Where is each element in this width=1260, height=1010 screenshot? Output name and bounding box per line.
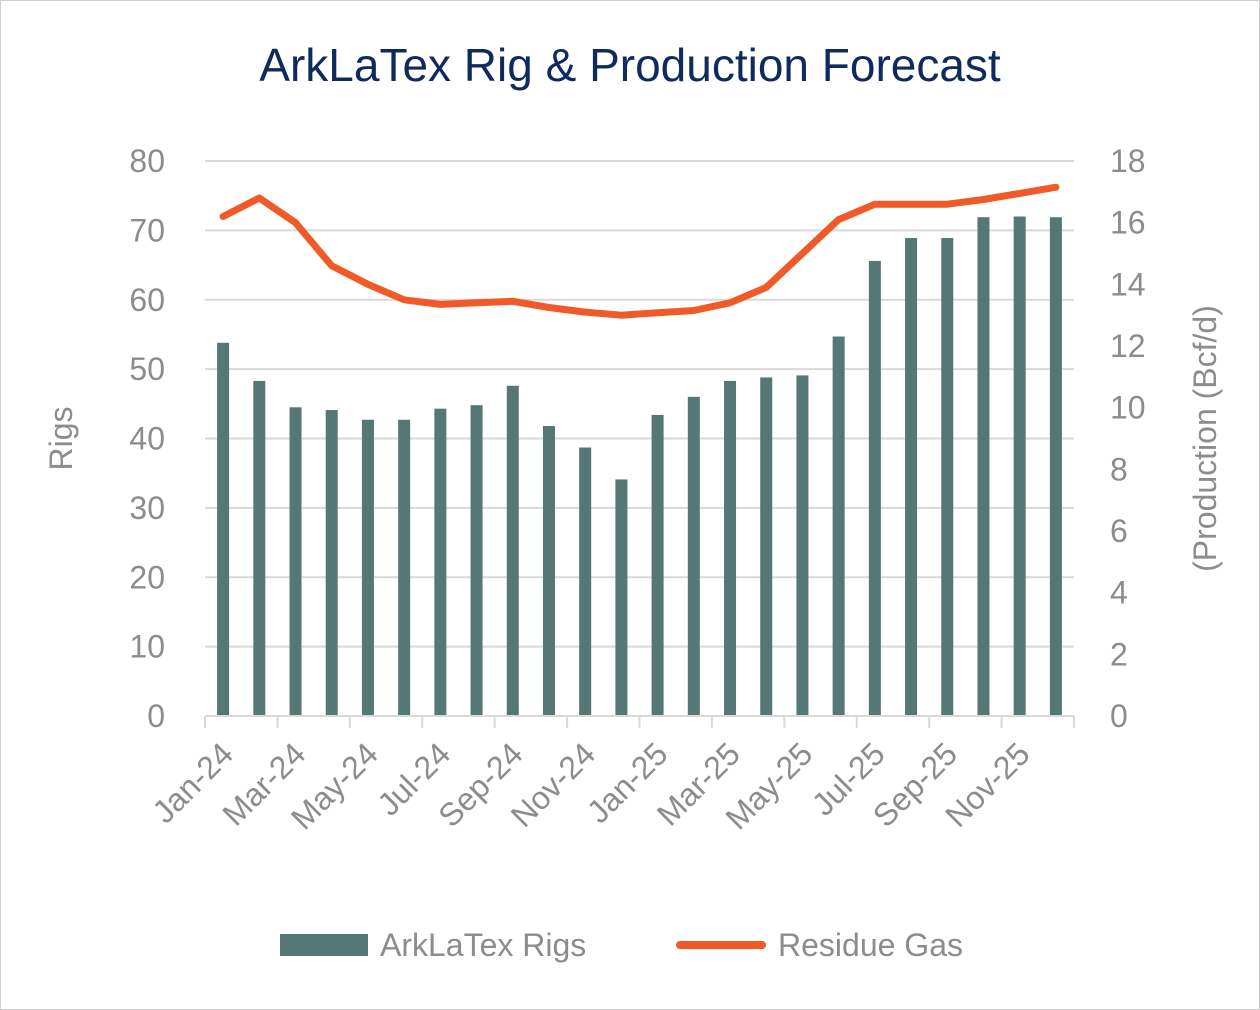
y2-tick-label: 8	[1110, 451, 1128, 487]
y2-tick-label: 0	[1110, 698, 1128, 734]
legend-bar-swatch	[280, 934, 368, 956]
bar	[687, 396, 700, 716]
y-tick-label: 30	[129, 490, 165, 526]
y-axis-title: Rigs	[43, 406, 79, 470]
bar	[1013, 216, 1026, 716]
y-tick-label: 20	[129, 559, 165, 595]
y2-tick-label: 10	[1110, 390, 1146, 426]
bar	[651, 414, 664, 716]
chart-title: ArkLaTex Rig & Production Forecast	[259, 39, 1001, 91]
y2-tick-label: 18	[1110, 143, 1146, 179]
bar	[542, 426, 555, 716]
y2-tick-label: 16	[1110, 205, 1146, 241]
legend-item-rigs: ArkLaTex Rigs	[280, 920, 586, 970]
y-tick-label: 80	[129, 143, 165, 179]
bar	[905, 238, 918, 716]
bar	[760, 377, 773, 716]
legend-item-gas: Residue Gas	[676, 920, 963, 970]
y-tick-label: 50	[129, 351, 165, 387]
bar	[941, 238, 954, 716]
bar	[868, 260, 881, 716]
bar	[506, 385, 519, 716]
y-tick-label: 10	[129, 629, 165, 665]
y2-tick-label: 2	[1110, 636, 1128, 672]
gridlines	[205, 160, 1074, 648]
bar	[615, 479, 628, 716]
bar-series	[217, 216, 1062, 716]
bar	[361, 419, 374, 716]
bar	[217, 342, 230, 716]
bar	[325, 410, 338, 716]
bar	[470, 405, 483, 716]
y-tick-label: 70	[129, 212, 165, 248]
bar	[1049, 217, 1062, 716]
axes	[204, 715, 1075, 728]
y2-tick-label: 12	[1110, 328, 1146, 364]
y2-tick-label: 4	[1110, 575, 1128, 611]
bar	[796, 375, 809, 716]
line-series	[219, 183, 1060, 319]
bar	[434, 408, 447, 716]
residue-gas-line	[219, 183, 1060, 319]
y2-axis-title: (Production (Bcf/d)	[1187, 305, 1223, 572]
bar	[977, 217, 990, 716]
y-tick-label: 0	[147, 698, 165, 734]
legend-label-rigs: ArkLaTex Rigs	[380, 926, 587, 963]
y-tick-label: 40	[129, 421, 165, 457]
legend-label-gas: Residue Gas	[778, 926, 963, 963]
y-tick-label: 60	[129, 282, 165, 318]
bar	[579, 447, 592, 716]
y2-tick-label: 6	[1110, 513, 1128, 549]
bar	[724, 380, 737, 716]
bar	[398, 419, 411, 716]
y2-tick-label: 14	[1110, 266, 1146, 302]
bar	[289, 407, 302, 716]
legend: ArkLaTex Rigs Residue Gas	[0, 920, 1260, 970]
legend-line-swatch	[676, 941, 766, 949]
bar	[832, 336, 845, 716]
bar	[253, 380, 266, 716]
